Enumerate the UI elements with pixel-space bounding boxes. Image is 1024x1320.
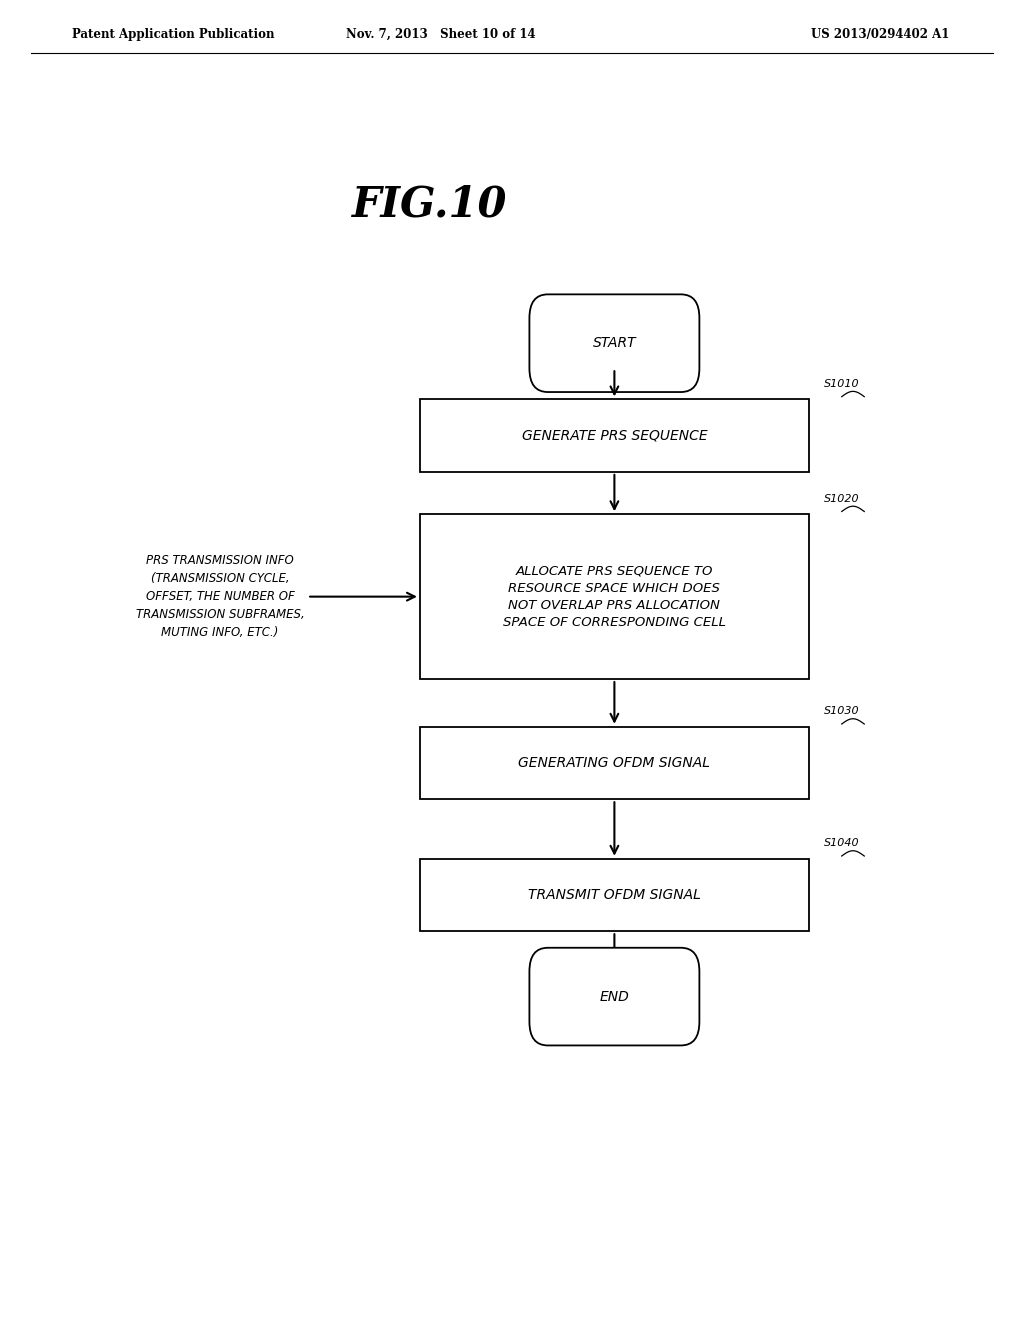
Text: START: START (593, 337, 636, 350)
Text: Patent Application Publication: Patent Application Publication (72, 28, 274, 41)
Text: Nov. 7, 2013   Sheet 10 of 14: Nov. 7, 2013 Sheet 10 of 14 (345, 28, 536, 41)
Text: END: END (599, 990, 630, 1003)
Text: GENERATE PRS SEQUENCE: GENERATE PRS SEQUENCE (521, 429, 708, 442)
Text: S1030: S1030 (824, 706, 860, 715)
FancyBboxPatch shape (420, 513, 809, 678)
FancyBboxPatch shape (420, 399, 809, 471)
Text: FIG.10: FIG.10 (352, 183, 508, 226)
Text: TRANSMIT OFDM SIGNAL: TRANSMIT OFDM SIGNAL (528, 888, 700, 902)
FancyBboxPatch shape (420, 859, 809, 932)
Text: PRS TRANSMISSION INFO
(TRANSMISSION CYCLE,
OFFSET, THE NUMBER OF
TRANSMISSION SU: PRS TRANSMISSION INFO (TRANSMISSION CYCL… (136, 554, 304, 639)
Text: S1020: S1020 (824, 494, 860, 503)
FancyBboxPatch shape (529, 294, 699, 392)
Text: S1010: S1010 (824, 379, 860, 388)
FancyBboxPatch shape (529, 948, 699, 1045)
Text: S1040: S1040 (824, 838, 860, 847)
Text: US 2013/0294402 A1: US 2013/0294402 A1 (811, 28, 950, 41)
Text: GENERATING OFDM SIGNAL: GENERATING OFDM SIGNAL (518, 756, 711, 770)
Text: ALLOCATE PRS SEQUENCE TO
RESOURCE SPACE WHICH DOES
NOT OVERLAP PRS ALLOCATION
SP: ALLOCATE PRS SEQUENCE TO RESOURCE SPACE … (503, 565, 726, 628)
FancyBboxPatch shape (420, 726, 809, 800)
